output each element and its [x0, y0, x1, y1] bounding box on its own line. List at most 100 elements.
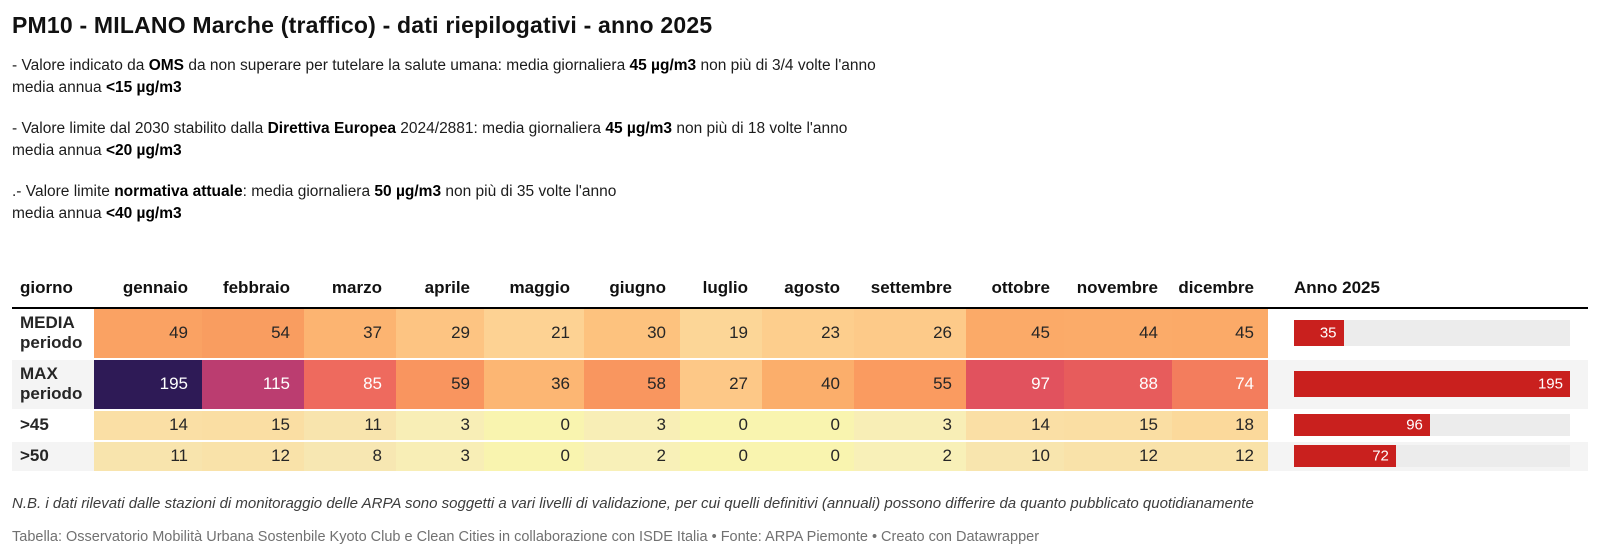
heat-cell: 85	[304, 358, 396, 411]
heat-cell: 49	[94, 308, 202, 360]
note-text: - Valore indicato da	[12, 57, 149, 74]
note-bold: normativa attuale	[114, 183, 243, 200]
col-header-aprile: aprile	[396, 270, 484, 309]
heat-cell: 3	[584, 409, 680, 442]
heat-cell: 3	[854, 409, 966, 442]
row-label: >50	[12, 440, 94, 473]
heat-cell: 54	[202, 308, 304, 360]
heat-cell: 97	[966, 358, 1064, 411]
note-bold: 45 µg/m3	[629, 57, 697, 74]
heat-cell: 3	[396, 409, 484, 442]
col-header-settembre: settembre	[854, 270, 966, 309]
heat-cell: 0	[484, 440, 584, 473]
heat-cell: 0	[762, 409, 854, 442]
note-text: media annua	[12, 205, 106, 222]
bar-value-label: 72	[1372, 447, 1389, 465]
heat-cell: 40	[762, 358, 854, 411]
note-text: : media giornaliera	[242, 183, 375, 200]
heat-cell: 21	[484, 308, 584, 360]
heat-cell: 0	[680, 440, 762, 473]
note-bold: 50 µg/m3	[374, 183, 442, 200]
heat-cell: 59	[396, 358, 484, 411]
note-text: non più di 18 volte l'anno	[672, 120, 848, 137]
heat-cell: 11	[304, 409, 396, 442]
note-bold: <40 µg/m3	[105, 205, 182, 222]
col-header-dicembre: dicembre	[1172, 270, 1268, 309]
bar-track: 35	[1294, 320, 1570, 347]
heat-cell: 15	[202, 409, 304, 442]
anno-bar: 195	[1294, 371, 1570, 398]
heat-cell: 23	[762, 308, 854, 360]
table-row-max-periodo: MAX periodo 195 115 85 59 36 58 27 40 55…	[12, 358, 1588, 411]
note-bold: <20 µg/m3	[105, 142, 182, 159]
heat-cell: 18	[1172, 409, 1268, 442]
row-label: MAX periodo	[12, 358, 94, 411]
note-bold: <15 µg/m3	[105, 79, 182, 96]
col-header-ottobre: ottobre	[966, 270, 1064, 309]
bar-track: 72	[1294, 445, 1570, 468]
table-row-media-periodo: MEDIA periodo 49 54 37 29 21 30 19 23 26…	[12, 308, 1588, 360]
col-header-febbraio: febbraio	[202, 270, 304, 309]
heat-cell: 14	[966, 409, 1064, 442]
spacer	[12, 244, 1588, 270]
bar-value-label: 195	[1537, 375, 1563, 393]
note-text: da non superare per tutelare la salute u…	[184, 57, 630, 74]
col-header-novembre: novembre	[1064, 270, 1172, 309]
col-header-luglio: luglio	[680, 270, 762, 309]
col-header-giugno: giugno	[584, 270, 680, 309]
note-text: .- Valore limite	[12, 183, 115, 200]
source-attribution: Tabella: Osservatorio Mobilità Urbana So…	[12, 528, 1040, 545]
heat-cell: 58	[584, 358, 680, 411]
bar-cell: 195	[1268, 358, 1588, 411]
heat-cell: 26	[854, 308, 966, 360]
heat-cell: 3	[396, 440, 484, 473]
heat-cell: 14	[94, 409, 202, 442]
heat-cell: 44	[1064, 308, 1172, 360]
page-title: PM10 - MILANO Marche (traffico) - dati r…	[12, 12, 713, 38]
heat-cell: 19	[680, 308, 762, 360]
heat-cell: 74	[1172, 358, 1268, 411]
heat-cell: 15	[1064, 409, 1172, 442]
bar-cell: 35	[1268, 308, 1588, 360]
heat-cell: 45	[966, 308, 1064, 360]
heat-cell: 29	[396, 308, 484, 360]
header-row: giorno gennaio febbraio marzo aprile mag…	[12, 270, 1588, 309]
bar-cell: 72	[1268, 440, 1588, 473]
heat-cell: 37	[304, 308, 396, 360]
heat-cell: 12	[1172, 440, 1268, 473]
note-text: non più di 35 volte l'anno	[441, 183, 617, 200]
note-text: 2024/2881: media giornaliera	[395, 120, 606, 137]
bar-track: 96	[1294, 414, 1570, 437]
heat-cell: 30	[584, 308, 680, 360]
col-header-anno-2025: Anno 2025	[1268, 270, 1588, 309]
heat-cell: 195	[94, 358, 202, 411]
heat-cell: 88	[1064, 358, 1172, 411]
note-text: media annua	[12, 79, 106, 96]
col-header-maggio: maggio	[484, 270, 584, 309]
bar-value-label: 96	[1406, 416, 1423, 434]
heat-cell: 8	[304, 440, 396, 473]
col-header-gennaio: gennaio	[94, 270, 202, 309]
anno-bar: 72	[1294, 445, 1396, 468]
heat-cell: 27	[680, 358, 762, 411]
heat-cell: 11	[94, 440, 202, 473]
note-oms: - Valore indicato da OMS da non superare…	[12, 55, 1588, 99]
heat-cell: 12	[1064, 440, 1172, 473]
heat-cell: 0	[484, 409, 584, 442]
note-direttiva-europea: - Valore limite dal 2030 stabilito dalla…	[12, 118, 1588, 162]
table-row-gt50: >50 11 12 8 3 0 2 0 0 2 10 12 12 72	[12, 440, 1588, 473]
table-row-gt45: >45 14 15 11 3 0 3 0 0 3 14 15 18 96	[12, 409, 1588, 442]
note-text: - Valore limite dal 2030 stabilito dalla	[12, 120, 268, 137]
heat-cell: 115	[202, 358, 304, 411]
col-header-marzo: marzo	[304, 270, 396, 309]
bar-value-label: 35	[1319, 324, 1337, 342]
heat-cell: 55	[854, 358, 966, 411]
heat-cell: 0	[680, 409, 762, 442]
heat-cell: 0	[762, 440, 854, 473]
anno-bar: 35	[1294, 320, 1344, 347]
heat-cell: 45	[1172, 308, 1268, 360]
heat-cell: 36	[484, 358, 584, 411]
bar-track: 195	[1294, 371, 1570, 398]
row-label: MEDIA periodo	[12, 308, 94, 360]
col-header-agosto: agosto	[762, 270, 854, 309]
